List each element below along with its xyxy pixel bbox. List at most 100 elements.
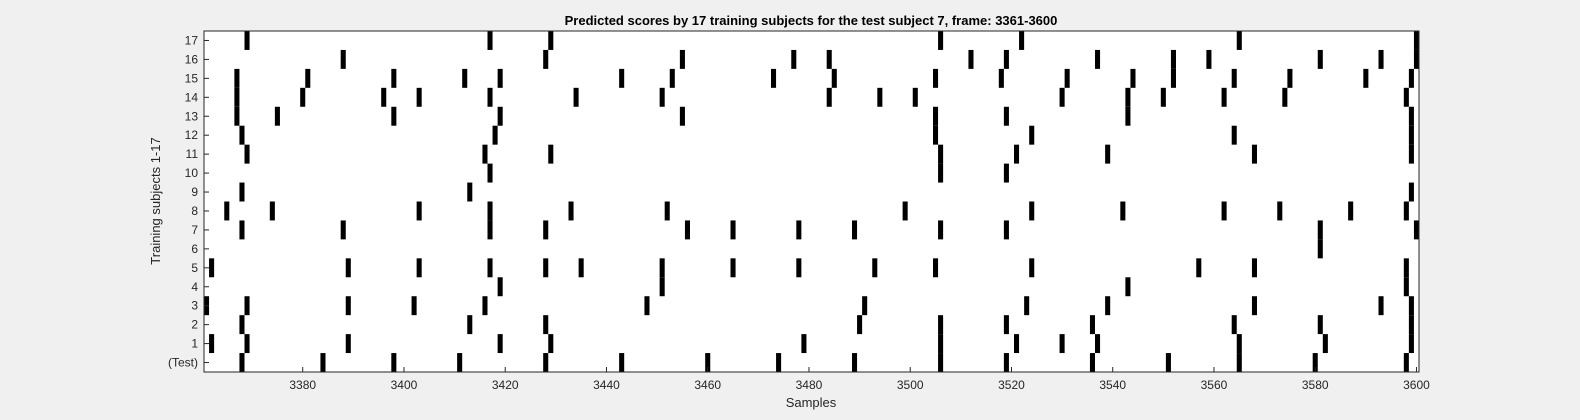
event-mark xyxy=(1403,353,1409,372)
event-mark xyxy=(244,31,250,50)
y-tick-label: 3 xyxy=(191,299,198,313)
event-mark xyxy=(1003,49,1009,69)
event-mark xyxy=(457,353,463,372)
event-mark xyxy=(1403,201,1409,221)
event-mark xyxy=(659,258,665,278)
event-mark xyxy=(543,315,549,335)
event-mark xyxy=(416,258,422,278)
event-mark xyxy=(938,163,944,183)
event-mark xyxy=(1003,315,1009,335)
x-tick-label: 3380 xyxy=(289,378,316,392)
y-tick-label: 13 xyxy=(185,109,199,123)
event-mark xyxy=(482,296,488,316)
event-mark xyxy=(1003,220,1009,240)
event-mark xyxy=(462,68,468,88)
event-mark xyxy=(1251,258,1257,278)
event-mark xyxy=(274,106,280,126)
event-mark xyxy=(234,106,240,126)
event-mark xyxy=(1120,201,1126,221)
event-mark xyxy=(1408,315,1414,335)
event-mark xyxy=(244,296,250,316)
event-mark xyxy=(1165,353,1171,372)
event-mark xyxy=(826,87,832,107)
x-tick-label: 3460 xyxy=(694,378,721,392)
event-mark xyxy=(391,106,397,126)
event-mark xyxy=(776,353,782,372)
event-mark xyxy=(239,182,245,202)
event-mark xyxy=(1363,68,1369,88)
event-mark xyxy=(1014,144,1020,164)
x-tick-label: 3500 xyxy=(897,378,924,392)
event-mark xyxy=(497,277,503,297)
event-mark xyxy=(664,201,670,221)
event-mark xyxy=(933,125,939,145)
event-mark xyxy=(1130,68,1136,88)
event-mark xyxy=(902,201,908,221)
event-mark xyxy=(933,258,939,278)
event-mark xyxy=(391,68,397,88)
event-mark xyxy=(1251,296,1257,316)
event-mark xyxy=(877,87,883,107)
event-mark xyxy=(705,353,711,372)
event-mark xyxy=(492,125,498,145)
event-mark xyxy=(857,315,863,335)
event-mark xyxy=(771,68,777,88)
y-tick-label: 6 xyxy=(191,242,198,256)
event-mark xyxy=(938,31,944,50)
event-mark xyxy=(831,68,837,88)
event-mark xyxy=(659,277,665,297)
event-mark xyxy=(1095,334,1101,354)
event-mark xyxy=(1064,68,1070,88)
x-tick-label: 3420 xyxy=(492,378,519,392)
y-tick-label: 2 xyxy=(191,318,198,332)
event-mark xyxy=(269,201,275,221)
event-mark xyxy=(1231,68,1237,88)
event-mark xyxy=(1231,315,1237,335)
event-mark xyxy=(796,258,802,278)
event-mark xyxy=(1003,106,1009,126)
event-mark xyxy=(852,353,858,372)
event-mark xyxy=(543,49,549,69)
event-mark xyxy=(1408,144,1414,164)
event-mark xyxy=(1029,201,1035,221)
event-mark xyxy=(305,68,311,88)
y-tick-label: 4 xyxy=(191,280,198,294)
event-mark xyxy=(1125,106,1131,126)
x-tick-label: 3540 xyxy=(1099,378,1126,392)
event-mark xyxy=(1221,87,1227,107)
event-mark xyxy=(244,334,250,354)
y-tick-label: (Test) xyxy=(168,356,198,370)
x-tick-label: 3560 xyxy=(1201,378,1228,392)
event-mark xyxy=(938,353,944,372)
x-tick-label: 3580 xyxy=(1302,378,1329,392)
event-mark xyxy=(1170,49,1176,69)
event-mark xyxy=(730,220,736,240)
event-mark xyxy=(487,31,493,50)
event-mark xyxy=(679,49,685,69)
x-tick-label: 3480 xyxy=(796,378,823,392)
y-tick-label: 7 xyxy=(191,223,198,237)
event-mark xyxy=(1125,87,1131,107)
event-mark xyxy=(801,334,807,354)
event-mark xyxy=(933,106,939,126)
event-mark xyxy=(487,220,493,240)
event-mark xyxy=(1206,49,1212,69)
event-mark xyxy=(487,258,493,278)
event-mark xyxy=(1413,220,1419,240)
event-mark xyxy=(1125,277,1131,297)
event-mark xyxy=(209,258,215,278)
event-mark xyxy=(1170,68,1176,88)
plot-frame xyxy=(203,30,1420,373)
event-mark xyxy=(1378,296,1384,316)
event-mark xyxy=(852,220,858,240)
event-mark xyxy=(340,220,346,240)
event-mark xyxy=(381,87,387,107)
y-axis-label: Training subjects 1-17 xyxy=(148,137,163,264)
event-mark xyxy=(239,315,245,335)
event-mark xyxy=(1059,87,1065,107)
event-mark xyxy=(1160,87,1166,107)
event-mark xyxy=(1413,49,1419,69)
event-mark xyxy=(548,31,554,50)
y-tick-label: 5 xyxy=(191,261,198,275)
event-mark xyxy=(1408,106,1414,126)
